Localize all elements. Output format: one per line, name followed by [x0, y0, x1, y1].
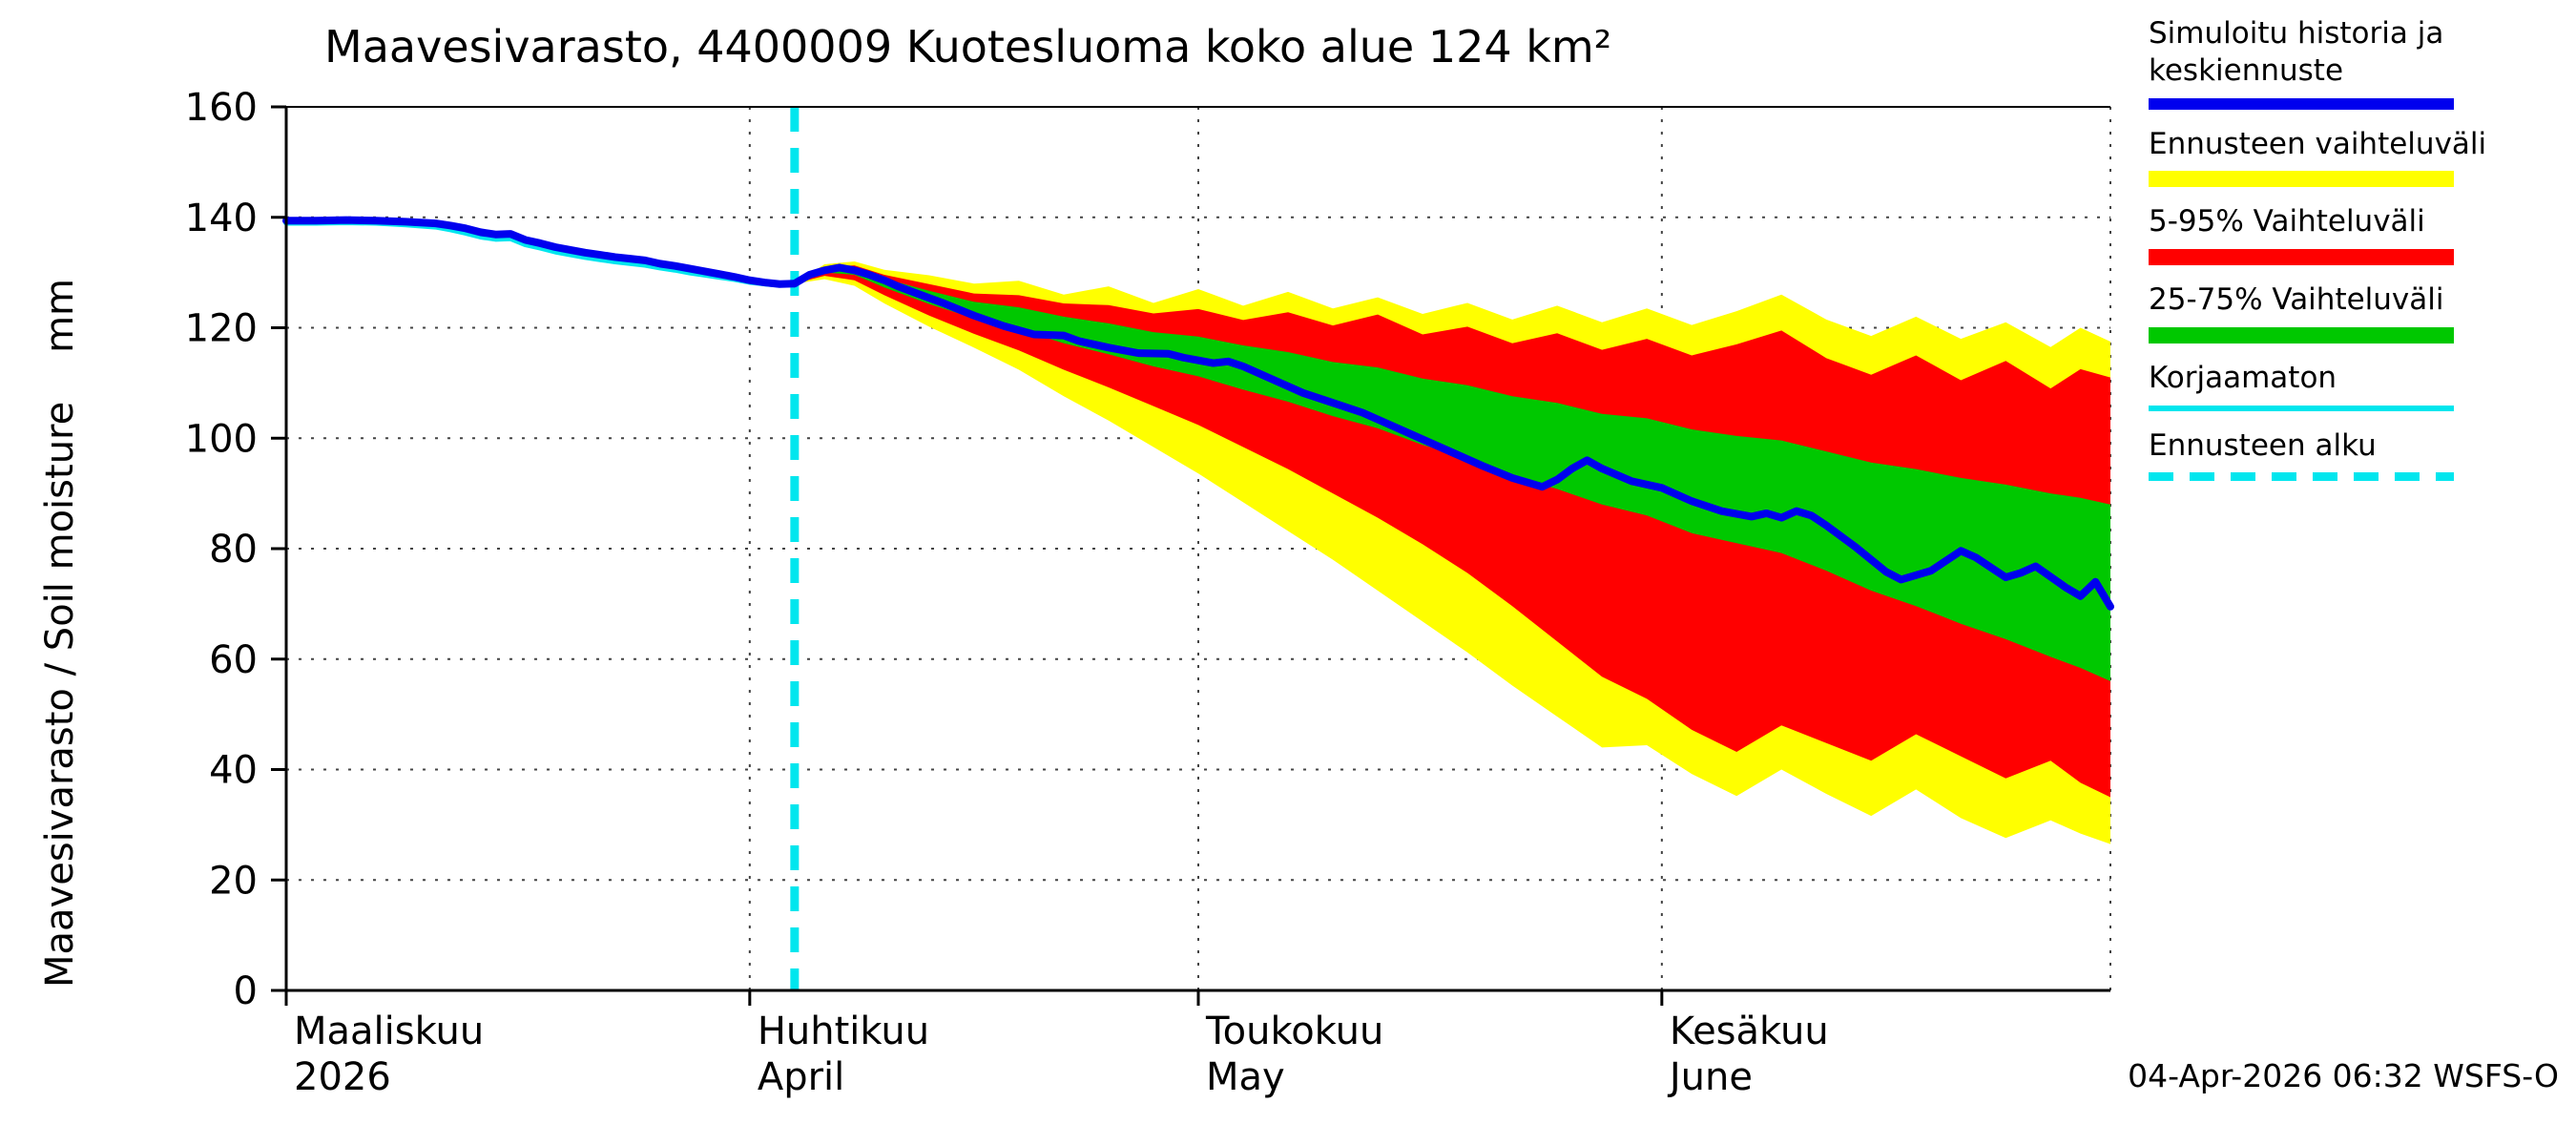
legend-label: 5-95% Vaihteluväli [2149, 204, 2425, 239]
median-forecast-line [790, 263, 2114, 611]
y-tick-label: 40 [209, 749, 258, 793]
legend-sample-blue-line [2149, 97, 2454, 110]
y-tick-label: 100 [185, 417, 258, 461]
x-tick-label-month: Kesäkuu [1670, 1010, 1829, 1053]
simulated-history-line [282, 216, 799, 288]
timestamp-watermark: 04-Apr-2026 06:32 WSFS-O [2128, 1057, 2559, 1094]
legend-label: Korjaamaton [2149, 360, 2337, 395]
y-tick-label: 20 [209, 859, 258, 903]
y-tick-label: 60 [209, 638, 258, 682]
legend-label: Simuloitu historia ja keskiennuste [2149, 16, 2444, 88]
legend-sample-red-band [2149, 249, 2454, 265]
x-tick-label-sub: 2026 [294, 1055, 391, 1099]
legend-item-forecast-range: Ennusteen vaihteluväli [2149, 126, 2573, 188]
legend-sample-yellow-band [2149, 171, 2454, 188]
legend-item-simulated-history: Simuloitu historia ja keskiennuste [2149, 15, 2573, 110]
y-tick-label: 0 [234, 969, 258, 1013]
y-tick-label: 140 [185, 197, 258, 240]
x-tick-label-month: Huhtikuu [758, 1010, 929, 1053]
chart-title: Maavesivarasto, 4400009 Kuotesluoma koko… [324, 21, 1612, 73]
y-tick-label: 160 [185, 86, 258, 130]
legend-item-uncorrected: Korjaamaton [2149, 360, 2573, 411]
y-tick-label: 80 [209, 528, 258, 572]
x-tick-label-sub: June [1667, 1055, 1753, 1099]
legend-label: Ennusteen alku [2149, 427, 2377, 463]
x-tick-label-sub: May [1206, 1055, 1285, 1099]
legend-sample-cyan-dashed-line [2149, 472, 2454, 482]
legend-sample-cyan-line [2149, 405, 2454, 411]
legend-item-5-95-range: 5-95% Vaihteluväli [2149, 203, 2573, 265]
legend-label: 25-75% Vaihteluväli [2149, 282, 2444, 317]
legend-label: Ennusteen vaihteluväli [2149, 126, 2487, 161]
band-25-75 [794, 267, 2110, 681]
x-tick-label-month: Maaliskuu [294, 1010, 484, 1053]
legend-item-25-75-range: 25-75% Vaihteluväli [2149, 281, 2573, 344]
chart-legend: Simuloitu historia ja keskiennuste Ennus… [2149, 15, 2573, 497]
legend-item-forecast-start: Ennusteen alku [2149, 427, 2573, 482]
x-tick-label-sub: April [758, 1055, 844, 1099]
x-tick-label-month: Toukokuu [1205, 1010, 1383, 1053]
legend-sample-green-band [2149, 326, 2454, 344]
y-tick-label: 120 [185, 307, 258, 351]
band-5-95 [794, 265, 2110, 798]
